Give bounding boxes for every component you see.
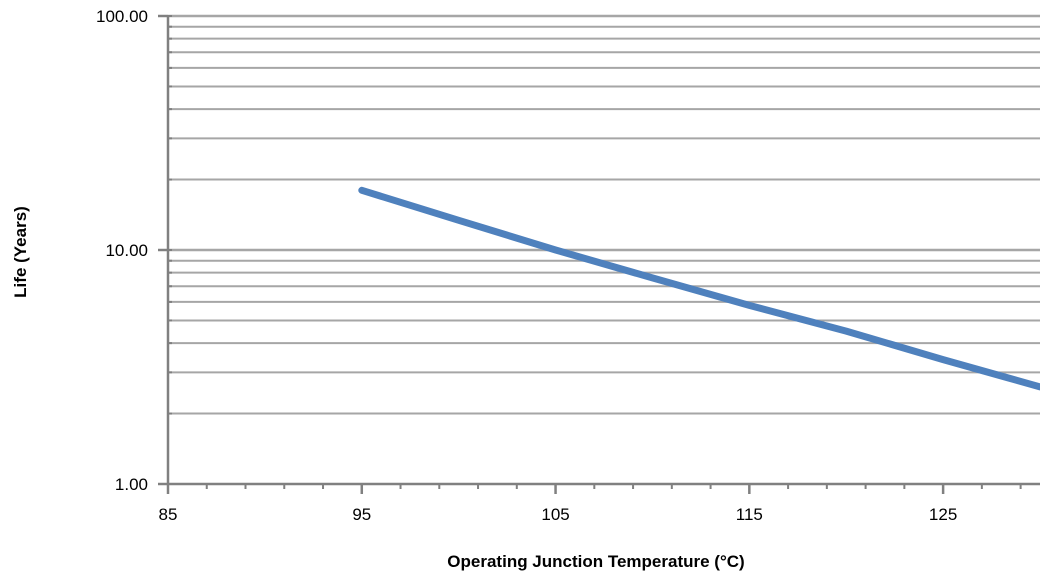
x-tick-label: 125 [929,505,957,524]
series-line-0 [358,186,1040,391]
x-tick-label: 95 [352,505,371,524]
axes [158,14,1040,494]
series-layer [358,186,1040,391]
x-tick-label: 85 [159,505,178,524]
grid-lines [168,14,1040,415]
x-tick-label: 105 [541,505,569,524]
y-tick-label: 1.00 [115,475,148,494]
y-tick-label: 10.00 [105,241,148,260]
y-tick-label: 100.00 [96,7,148,26]
y-axis-title: Life (Years) [11,206,30,298]
tick-labels: 1.00 10.00 100.00 85 95 105 115 125 [96,7,957,524]
x-tick-label: 115 [736,505,763,524]
x-axis-title: Operating Junction Temperature (°C) [447,552,744,571]
